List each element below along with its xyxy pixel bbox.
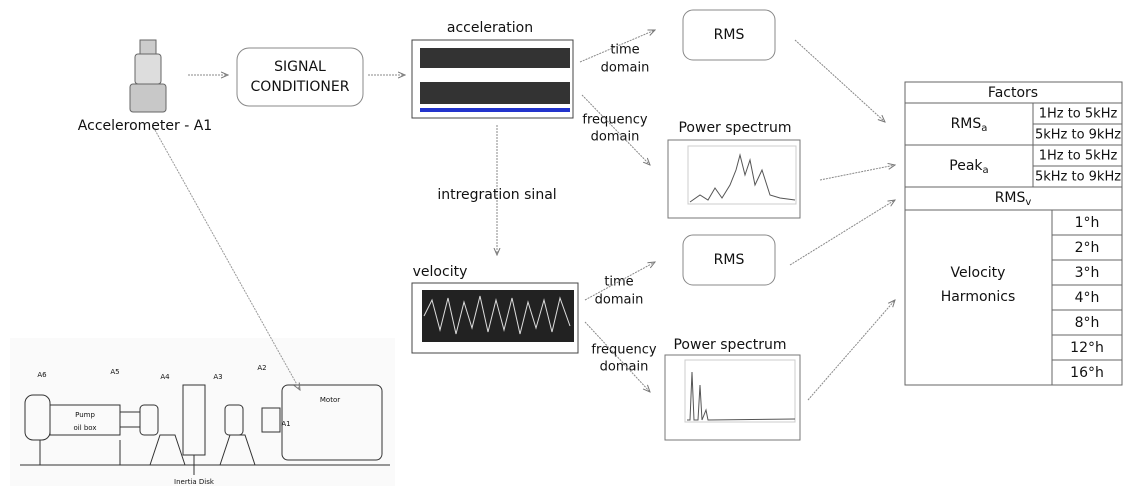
arrow — [584, 262, 655, 301]
factor-label: RMSa — [951, 116, 988, 134]
table-header: Factors — [988, 85, 1038, 101]
band-label: 5kHz to 9kHz — [1035, 128, 1121, 143]
factor-label: Peaka — [949, 158, 988, 176]
band-label: 5kHz to 9kHz — [1035, 170, 1121, 185]
machine-label: A3 — [213, 373, 222, 381]
machine-label: A5 — [110, 368, 119, 376]
rms-label: RMS — [714, 252, 745, 268]
arrow — [794, 39, 885, 122]
machine-label: oil box — [73, 424, 96, 432]
arrow — [807, 300, 895, 401]
acceleration-plot — [411, 39, 574, 119]
harmonic-order: 8°h — [1075, 315, 1100, 331]
branch-label: domain — [595, 293, 644, 308]
machine-drawing — [10, 338, 395, 486]
conditioner-label: CONDITIONER — [251, 79, 350, 95]
factor-sub: v — [1025, 197, 1031, 208]
rms-label: RMS — [714, 27, 745, 43]
harmonic-order: 1°h — [1075, 215, 1100, 231]
factor-main: Peak — [949, 158, 983, 174]
machine-label: A4 — [160, 373, 170, 381]
harmonic-order: 3°h — [1075, 265, 1100, 281]
band-label: 1Hz to 5kHz — [1039, 107, 1118, 122]
spectrum-plot — [667, 139, 801, 219]
arrow — [789, 200, 895, 266]
conditioner-label: SIGNAL — [274, 59, 326, 75]
harmonics-label: Velocity — [951, 265, 1006, 281]
accelerometer-icon — [129, 39, 167, 113]
branch-label: domain — [601, 61, 650, 76]
plot-label: acceleration — [447, 20, 533, 36]
branch-label: frequency — [591, 343, 657, 358]
factor-main: RMS — [995, 190, 1026, 206]
machine-label: A1 — [281, 420, 290, 428]
spectrum-label: Power spectrum — [678, 120, 791, 136]
branch-label: domain — [600, 360, 649, 375]
machine-label: Pump — [75, 411, 95, 419]
arrow — [584, 321, 650, 392]
velocity-plot — [411, 282, 579, 354]
harmonic-order: 2°h — [1075, 240, 1100, 256]
spectrum-plot — [664, 354, 801, 441]
branch-label: time — [604, 275, 633, 290]
machine-label: Inertia Disk — [174, 478, 215, 486]
machine-label: A6 — [37, 371, 47, 379]
factors-table — [904, 81, 1123, 386]
harmonic-order: 12°h — [1070, 340, 1104, 356]
machine-label: Motor — [320, 396, 340, 404]
arrow — [581, 94, 650, 165]
branch-label: time — [610, 43, 639, 58]
integration-label: intregration sinal — [437, 187, 556, 203]
plot-label: velocity — [413, 264, 468, 280]
factor-main: RMS — [951, 116, 982, 132]
factor-label: RMSv — [995, 190, 1032, 208]
conditioner-box — [236, 47, 364, 107]
arrow — [819, 165, 895, 181]
harmonic-order: 4°h — [1075, 290, 1100, 306]
branch-label: domain — [591, 130, 640, 145]
sensor-label: Accelerometer - A1 — [78, 118, 212, 134]
rms-box — [682, 234, 776, 286]
factor-sub: a — [983, 165, 989, 176]
factor-sub: a — [981, 123, 987, 134]
sensor-link — [154, 129, 300, 390]
arrow — [579, 30, 655, 63]
spectrum-label: Power spectrum — [673, 337, 786, 353]
machine-label: A2 — [257, 364, 266, 372]
rms-box — [682, 9, 776, 61]
branch-label: frequency — [582, 113, 648, 128]
harmonics-label: Harmonics — [941, 289, 1016, 305]
harmonic-order: 16°h — [1070, 365, 1104, 381]
band-label: 1Hz to 5kHz — [1039, 149, 1118, 164]
